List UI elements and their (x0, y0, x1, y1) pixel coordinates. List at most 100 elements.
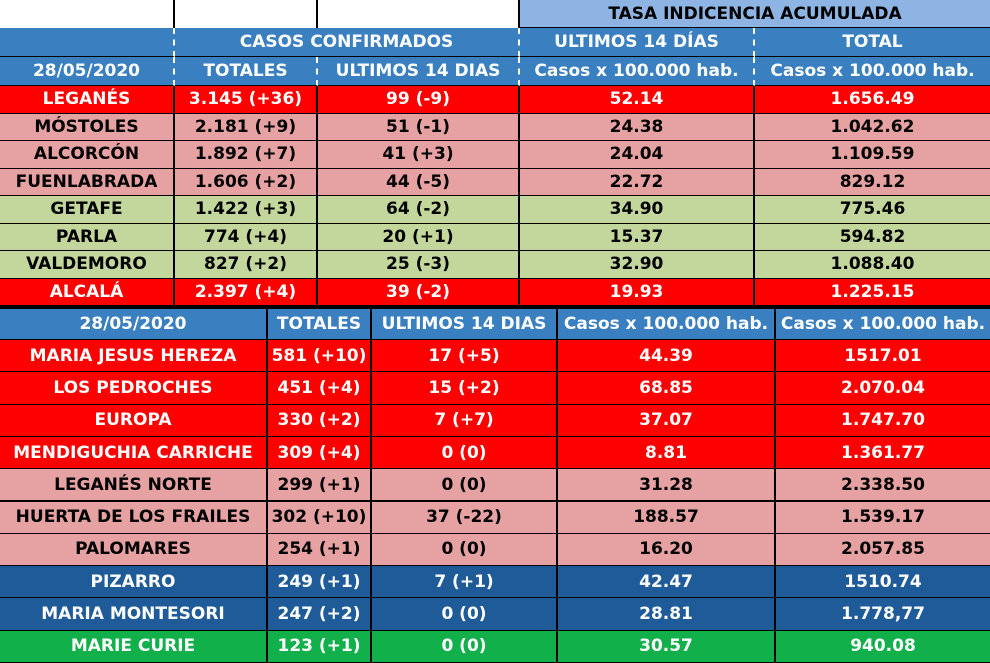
last14-cases-cell: 64 (-2) (318, 196, 520, 224)
rate-total-cell: 1.778,77 (776, 598, 990, 631)
last14-cases-cell: 0 (0) (372, 533, 558, 567)
last14-cases-cell: 7 (+1) (372, 566, 558, 599)
total-header: TOTAL (755, 28, 990, 57)
area-name-cell: MARIA MONTESORI (0, 598, 268, 631)
last14-cases-cell: 0 (0) (372, 469, 558, 502)
health-center-row: PIZARRO 249 (+1) 7 (+1) 42.47 1510.74 (0, 566, 990, 599)
last14-cases-cell: 44 (-5) (318, 168, 520, 196)
bottom-casostotal-header: Casos x 100.000 hab. (776, 309, 990, 340)
area-name-cell: GETAFE (0, 196, 175, 224)
city-row: PARLA 774 (+4) 20 (+1) 15.37 594.82 (0, 223, 990, 251)
rate-14d-cell: 19.93 (520, 278, 755, 306)
city-row: ALCALÁ 2.397 (+4) 39 (-2) 19.93 1.225.15 (0, 278, 990, 306)
area-name-cell: MARIA JESUS HEREZA (0, 340, 268, 373)
last14-cases-cell: 41 (+3) (318, 141, 520, 169)
area-name-cell: LEGANÉS NORTE (0, 469, 268, 502)
blank-header (0, 28, 175, 57)
area-name-cell: MENDIGUCHIA CARRICHE (0, 436, 268, 470)
city-row: LEGANÉS 3.145 (+36) 99 (-9) 52.14 1.656.49 (0, 86, 990, 114)
city-row: VALDEMORO 827 (+2) 25 (-3) 32.90 1.088.40 (0, 251, 990, 279)
bottom-date-header: 28/05/2020 (0, 309, 268, 340)
total-cases-cell: 123 (+1) (268, 630, 372, 663)
rate-14d-cell: 24.38 (520, 113, 755, 141)
blank-cell (175, 0, 318, 28)
last14-cases-cell: 0 (0) (372, 630, 558, 663)
rate-total-cell: 940.08 (776, 630, 990, 663)
rate-total-cell: 1.109.59 (755, 141, 990, 169)
total-cases-cell: 299 (+1) (268, 469, 372, 502)
area-name-cell: LOS PEDROCHES (0, 372, 268, 405)
area-name-cell: PIZARRO (0, 566, 268, 599)
total-cases-cell: 2.397 (+4) (175, 278, 318, 306)
last14-cases-cell: 20 (+1) (318, 223, 520, 251)
casos14-header: Casos x 100.000 hab. (520, 57, 755, 86)
rate-14d-cell: 42.47 (558, 566, 776, 599)
health-center-row: MARIE CURIE 123 (+1) 0 (0) 30.57 940.08 (0, 630, 990, 663)
top-title-row: TASA INDICENCIA ACUMULADA (0, 0, 990, 28)
total-cases-cell: 1.606 (+2) (175, 168, 318, 196)
last14-cases-cell: 7 (+7) (372, 404, 558, 437)
area-name-cell: FUENLABRADA (0, 168, 175, 196)
rate-14d-cell: 52.14 (520, 86, 755, 114)
casos-header: CASOS CONFIRMADOS (175, 28, 520, 57)
bottom-casos14-header: Casos x 100.000 hab. (558, 309, 776, 340)
health-center-row: MARIA MONTESORI 247 (+2) 0 (0) 28.81 1.778,7… (0, 598, 990, 631)
area-name-cell: LEGANÉS (0, 86, 175, 114)
casostotal-header: Casos x 100.000 hab. (755, 57, 990, 86)
last14-cases-cell: 99 (-9) (318, 86, 520, 114)
rate-total-cell: 1.042.62 (755, 113, 990, 141)
city-row: FUENLABRADA 1.606 (+2) 44 (-5) 22.72 829.12 (0, 168, 990, 196)
last14-cases-cell: 51 (-1) (318, 113, 520, 141)
area-name-cell: ALCORCÓN (0, 141, 175, 169)
rate-14d-cell: 22.72 (520, 168, 755, 196)
rate-total-cell: 775.46 (755, 196, 990, 224)
rate-total-cell: 1.747.70 (776, 404, 990, 437)
total-cases-cell: 302 (+10) (268, 501, 372, 534)
last14-cases-cell: 17 (+5) (372, 340, 558, 373)
date-header: 28/05/2020 (0, 57, 175, 86)
health-center-row: LOS PEDROCHES 451 (+4) 15 (+2) 68.85 2.070.0… (0, 372, 990, 405)
last14-cases-cell: 0 (0) (372, 436, 558, 470)
blank-cell (318, 0, 520, 28)
rate-total-cell: 594.82 (755, 223, 990, 251)
health-center-row: LEGANÉS NORTE 299 (+1) 0 (0) 31.28 2.338.50 (0, 469, 990, 502)
total-cases-cell: 451 (+4) (268, 372, 372, 405)
total-cases-cell: 1.892 (+7) (175, 141, 318, 169)
rate-total-cell: 829.12 (755, 168, 990, 196)
rate-14d-cell: 8.81 (558, 436, 776, 470)
totales-header: TOTALES (175, 57, 318, 86)
total-cases-cell: 249 (+1) (268, 566, 372, 599)
rate-total-cell: 1.656.49 (755, 86, 990, 114)
rate-total-cell: 1517.01 (776, 340, 990, 373)
bottom-ultimos14-header: ULTIMOS 14 DIAS (372, 309, 558, 340)
total-cases-cell: 827 (+2) (175, 251, 318, 279)
rate-14d-cell: 44.39 (558, 340, 776, 373)
rate-14d-cell: 24.04 (520, 141, 755, 169)
area-name-cell: HUERTA DE LOS FRAILES (0, 501, 268, 534)
rate-total-cell: 1510.74 (776, 566, 990, 599)
health-center-row: EUROPA 330 (+2) 7 (+7) 37.07 1.747.70 (0, 404, 990, 437)
area-name-cell: PALOMARES (0, 533, 268, 567)
rate-14d-cell: 28.81 (558, 598, 776, 631)
total-cases-cell: 330 (+2) (268, 404, 372, 437)
rate-14d-cell: 32.90 (520, 251, 755, 279)
rate-total-cell: 1.361.77 (776, 436, 990, 470)
group-header-row: CASOS CONFIRMADOS ULTIMOS 14 DÍAS TOTAL (0, 28, 990, 57)
rate-total-cell: 1.539.17 (776, 501, 990, 534)
ultimos-header: ULTIMOS 14 DÍAS (520, 28, 755, 57)
rate-total-cell: 1.088.40 (755, 251, 990, 279)
column-header-row: 28/05/2020 TOTALES ULTIMOS 14 DIAS Casos… (0, 57, 990, 86)
rate-14d-cell: 16.20 (558, 533, 776, 567)
rate-14d-cell: 188.57 (558, 501, 776, 534)
blank-cell (0, 0, 175, 28)
health-center-row: PALOMARES 254 (+1) 0 (0) 16.20 2.057.85 (0, 533, 990, 567)
area-name-cell: MÓSTOLES (0, 113, 175, 141)
bottom-totales-header: TOTALES (268, 309, 372, 340)
tasa-header: TASA INDICENCIA ACUMULADA (520, 0, 990, 28)
last14-cases-cell: 39 (-2) (318, 278, 520, 306)
area-name-cell: MARIE CURIE (0, 630, 268, 663)
health-center-row: HUERTA DE LOS FRAILES 302 (+10) 37 (-22) 18… (0, 501, 990, 534)
total-cases-cell: 247 (+2) (268, 598, 372, 631)
area-name-cell: ALCALÁ (0, 278, 175, 306)
